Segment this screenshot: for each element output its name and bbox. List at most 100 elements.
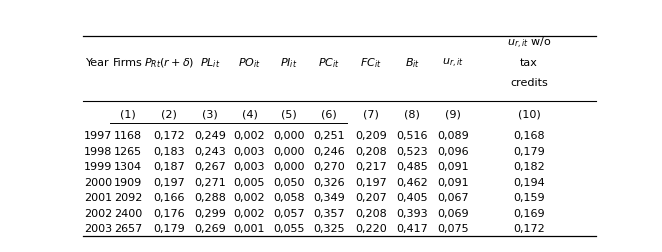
Text: 0,523: 0,523 — [397, 146, 428, 156]
Text: 0,249: 0,249 — [194, 131, 226, 141]
Text: (10): (10) — [518, 110, 540, 120]
Text: 0,179: 0,179 — [513, 146, 545, 156]
Text: Firms: Firms — [113, 58, 143, 68]
Text: 0,217: 0,217 — [355, 162, 387, 172]
Text: 0,288: 0,288 — [194, 193, 226, 203]
Text: 0,067: 0,067 — [438, 193, 469, 203]
Text: 0,208: 0,208 — [355, 146, 387, 156]
Text: 0,462: 0,462 — [397, 178, 428, 187]
Text: (4): (4) — [242, 110, 258, 120]
Text: 0,270: 0,270 — [313, 162, 345, 172]
Text: 0,326: 0,326 — [313, 178, 345, 187]
Text: 0,209: 0,209 — [355, 131, 387, 141]
Text: 0,075: 0,075 — [438, 224, 469, 234]
Text: $u_{r,it}$ w/o: $u_{r,it}$ w/o — [507, 36, 551, 51]
Text: 0,393: 0,393 — [397, 209, 428, 218]
Text: 0,269: 0,269 — [194, 224, 226, 234]
Text: 0,057: 0,057 — [273, 209, 305, 218]
Text: 0,002: 0,002 — [234, 193, 265, 203]
Text: 0,194: 0,194 — [513, 178, 545, 187]
Text: 0,069: 0,069 — [438, 209, 469, 218]
Text: 0,002: 0,002 — [234, 209, 265, 218]
Text: 0,000: 0,000 — [273, 162, 305, 172]
Text: 0,267: 0,267 — [194, 162, 226, 172]
Text: 0,183: 0,183 — [153, 146, 185, 156]
Text: 1168: 1168 — [114, 131, 142, 141]
Text: (2): (2) — [161, 110, 177, 120]
Text: 0,220: 0,220 — [355, 224, 387, 234]
Text: 0,005: 0,005 — [234, 178, 265, 187]
Text: 1909: 1909 — [114, 178, 142, 187]
Text: 0,159: 0,159 — [513, 193, 545, 203]
Text: 0,002: 0,002 — [234, 131, 265, 141]
Text: 0,003: 0,003 — [234, 146, 265, 156]
Text: (6): (6) — [321, 110, 337, 120]
Text: $u_{r,it}$: $u_{r,it}$ — [442, 57, 464, 70]
Text: 0,207: 0,207 — [355, 193, 387, 203]
Text: 0,197: 0,197 — [355, 178, 387, 187]
Text: 0,349: 0,349 — [313, 193, 345, 203]
Text: 1999: 1999 — [84, 162, 113, 172]
Text: 1997: 1997 — [84, 131, 113, 141]
Text: 1304: 1304 — [114, 162, 142, 172]
Text: 0,417: 0,417 — [397, 224, 428, 234]
Text: 0,000: 0,000 — [273, 146, 305, 156]
Text: 0,187: 0,187 — [153, 162, 185, 172]
Text: 0,001: 0,001 — [234, 224, 265, 234]
Text: 0,208: 0,208 — [355, 209, 387, 218]
Text: 0,172: 0,172 — [513, 224, 545, 234]
Text: $PI_{it}$: $PI_{it}$ — [280, 56, 298, 70]
Text: 0,357: 0,357 — [313, 209, 345, 218]
Text: 0,179: 0,179 — [153, 224, 185, 234]
Text: Year: Year — [86, 58, 110, 68]
Text: 0,096: 0,096 — [438, 146, 469, 156]
Text: (8): (8) — [404, 110, 420, 120]
Text: 0,055: 0,055 — [273, 224, 305, 234]
Text: 2003: 2003 — [84, 224, 112, 234]
Text: 0,089: 0,089 — [438, 131, 469, 141]
Text: 0,000: 0,000 — [273, 131, 305, 141]
Text: 0,091: 0,091 — [438, 162, 469, 172]
Text: 0,058: 0,058 — [273, 193, 305, 203]
Text: tax: tax — [520, 58, 538, 68]
Text: 2400: 2400 — [114, 209, 142, 218]
Text: (7): (7) — [363, 110, 379, 120]
Text: (5): (5) — [281, 110, 297, 120]
Text: credits: credits — [510, 78, 548, 88]
Text: 0,271: 0,271 — [194, 178, 226, 187]
Text: 2002: 2002 — [84, 209, 113, 218]
Text: 0,299: 0,299 — [194, 209, 226, 218]
Text: $FC_{it}$: $FC_{it}$ — [360, 56, 382, 70]
Text: $PL_{it}$: $PL_{it}$ — [200, 56, 220, 70]
Text: 0,168: 0,168 — [513, 131, 545, 141]
Text: 2657: 2657 — [114, 224, 142, 234]
Text: 1998: 1998 — [84, 146, 113, 156]
Text: 0,003: 0,003 — [234, 162, 265, 172]
Text: 0,251: 0,251 — [313, 131, 345, 141]
Text: 0,325: 0,325 — [313, 224, 345, 234]
Text: (1): (1) — [120, 110, 136, 120]
Text: 0,182: 0,182 — [513, 162, 545, 172]
Text: $P_{Rt}(r+\delta)$: $P_{Rt}(r+\delta)$ — [144, 56, 194, 70]
Text: 0,169: 0,169 — [513, 209, 545, 218]
Text: 0,166: 0,166 — [153, 193, 185, 203]
Text: 0,050: 0,050 — [273, 178, 305, 187]
Text: 0,172: 0,172 — [153, 131, 185, 141]
Text: 0,176: 0,176 — [153, 209, 185, 218]
Text: 0,485: 0,485 — [397, 162, 428, 172]
Text: 0,091: 0,091 — [438, 178, 469, 187]
Text: $PO_{it}$: $PO_{it}$ — [238, 56, 261, 70]
Text: 2000: 2000 — [84, 178, 112, 187]
Text: 1265: 1265 — [114, 146, 142, 156]
Text: $B_{it}$: $B_{it}$ — [404, 56, 420, 70]
Text: 0,405: 0,405 — [397, 193, 428, 203]
Text: 2001: 2001 — [84, 193, 112, 203]
Text: 0,246: 0,246 — [313, 146, 345, 156]
Text: (3): (3) — [202, 110, 218, 120]
Text: 0,197: 0,197 — [153, 178, 185, 187]
Text: 0,243: 0,243 — [194, 146, 226, 156]
Text: 2092: 2092 — [114, 193, 142, 203]
Text: 0,516: 0,516 — [397, 131, 428, 141]
Text: (9): (9) — [446, 110, 461, 120]
Text: $PC_{it}$: $PC_{it}$ — [318, 56, 340, 70]
